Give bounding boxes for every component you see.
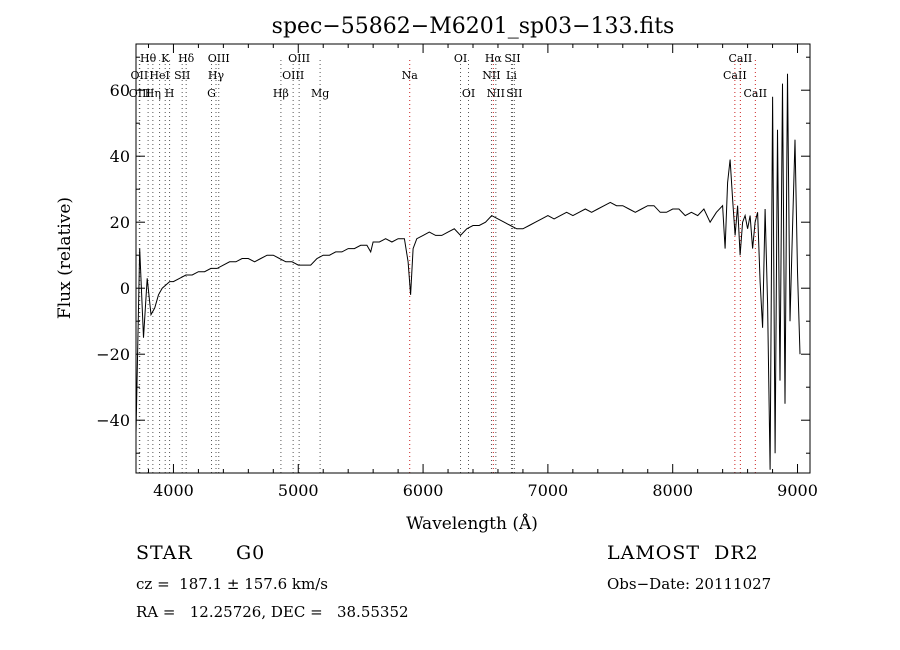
- line-marker-label: Li: [506, 69, 517, 82]
- x-tick-label: 4000: [153, 481, 194, 500]
- y-axis-label: Flux (relative): [55, 197, 75, 319]
- y-tick-label: 0: [120, 279, 130, 298]
- observation-date: Obs−Date: 20111027: [607, 575, 772, 593]
- emission-line-markers: Hθ OII OIII K HeI Hη SII H Hδ OIII Hγ G OIII OIII Hβ Mg…: [129, 52, 767, 473]
- x-tick-label: 5000: [278, 481, 319, 500]
- line-marker-label: K: [161, 52, 170, 65]
- line-marker-label: Hδ: [178, 52, 195, 65]
- spectrum-line: [135, 73, 801, 470]
- line-marker-label: OII: [131, 69, 149, 82]
- plot-frame: [135, 43, 811, 474]
- x-tick-label: 7000: [528, 481, 569, 500]
- line-marker-label: NII: [482, 69, 500, 82]
- chart-title: spec−55862−M6201_sp03−133.fits: [272, 14, 675, 39]
- line-marker-label: CaII: [723, 69, 747, 82]
- survey-name: LAMOST DR2: [607, 542, 759, 564]
- object-class: STAR: [136, 542, 193, 564]
- y-tick-label: −20: [96, 345, 130, 364]
- y-tick-label: −40: [96, 411, 130, 430]
- y-tick-label: 40: [110, 147, 130, 166]
- line-marker-label: HeI: [149, 69, 169, 82]
- line-marker-label: OIII: [129, 87, 151, 100]
- line-marker-label: OI: [454, 52, 467, 65]
- line-marker-label: Hθ: [140, 52, 157, 65]
- line-marker-label: SII: [506, 87, 522, 100]
- x-tick-label: 9000: [777, 481, 818, 500]
- line-marker-label: NII: [487, 87, 505, 100]
- line-marker-label: Mg: [311, 87, 329, 100]
- line-marker-label: Hβ: [273, 87, 289, 100]
- x-axis-label: Wavelength (Å): [406, 513, 538, 534]
- line-marker-label: Hγ: [208, 69, 225, 82]
- line-marker-label: SII: [504, 52, 520, 65]
- coordinates: RA = 12.25726, DEC = 38.55352: [136, 603, 409, 621]
- line-marker-label: H: [165, 87, 175, 100]
- line-marker-label: Na: [402, 69, 419, 82]
- line-marker-label: OIII: [282, 69, 304, 82]
- line-marker-label: OIII: [288, 52, 310, 65]
- y-tick-label: 60: [110, 81, 130, 100]
- x-tick-label: 8000: [652, 481, 693, 500]
- line-marker-label: G: [207, 87, 216, 100]
- spectrum-chart: spec−55862−M6201_sp03−133.fits Hθ OII OIII…: [55, 14, 818, 534]
- line-marker-label: OIII: [208, 52, 230, 65]
- line-marker-label: CaII: [743, 87, 767, 100]
- axes: 4000 5000 6000 7000 8000 9000 −40 −20 0 20 40 60: [96, 44, 818, 500]
- redshift-velocity: cz = 187.1 ± 157.6 km/s: [136, 575, 328, 593]
- line-marker-label: Hη: [145, 87, 161, 100]
- line-marker-label: SII: [174, 69, 190, 82]
- line-marker-label: CaII: [729, 52, 753, 65]
- spectral-subclass: G0: [236, 542, 266, 564]
- line-marker-label: OI: [462, 87, 475, 100]
- y-tick-label: 20: [110, 213, 130, 232]
- x-tick-label: 6000: [403, 481, 444, 500]
- line-marker-label: Hα: [485, 52, 503, 65]
